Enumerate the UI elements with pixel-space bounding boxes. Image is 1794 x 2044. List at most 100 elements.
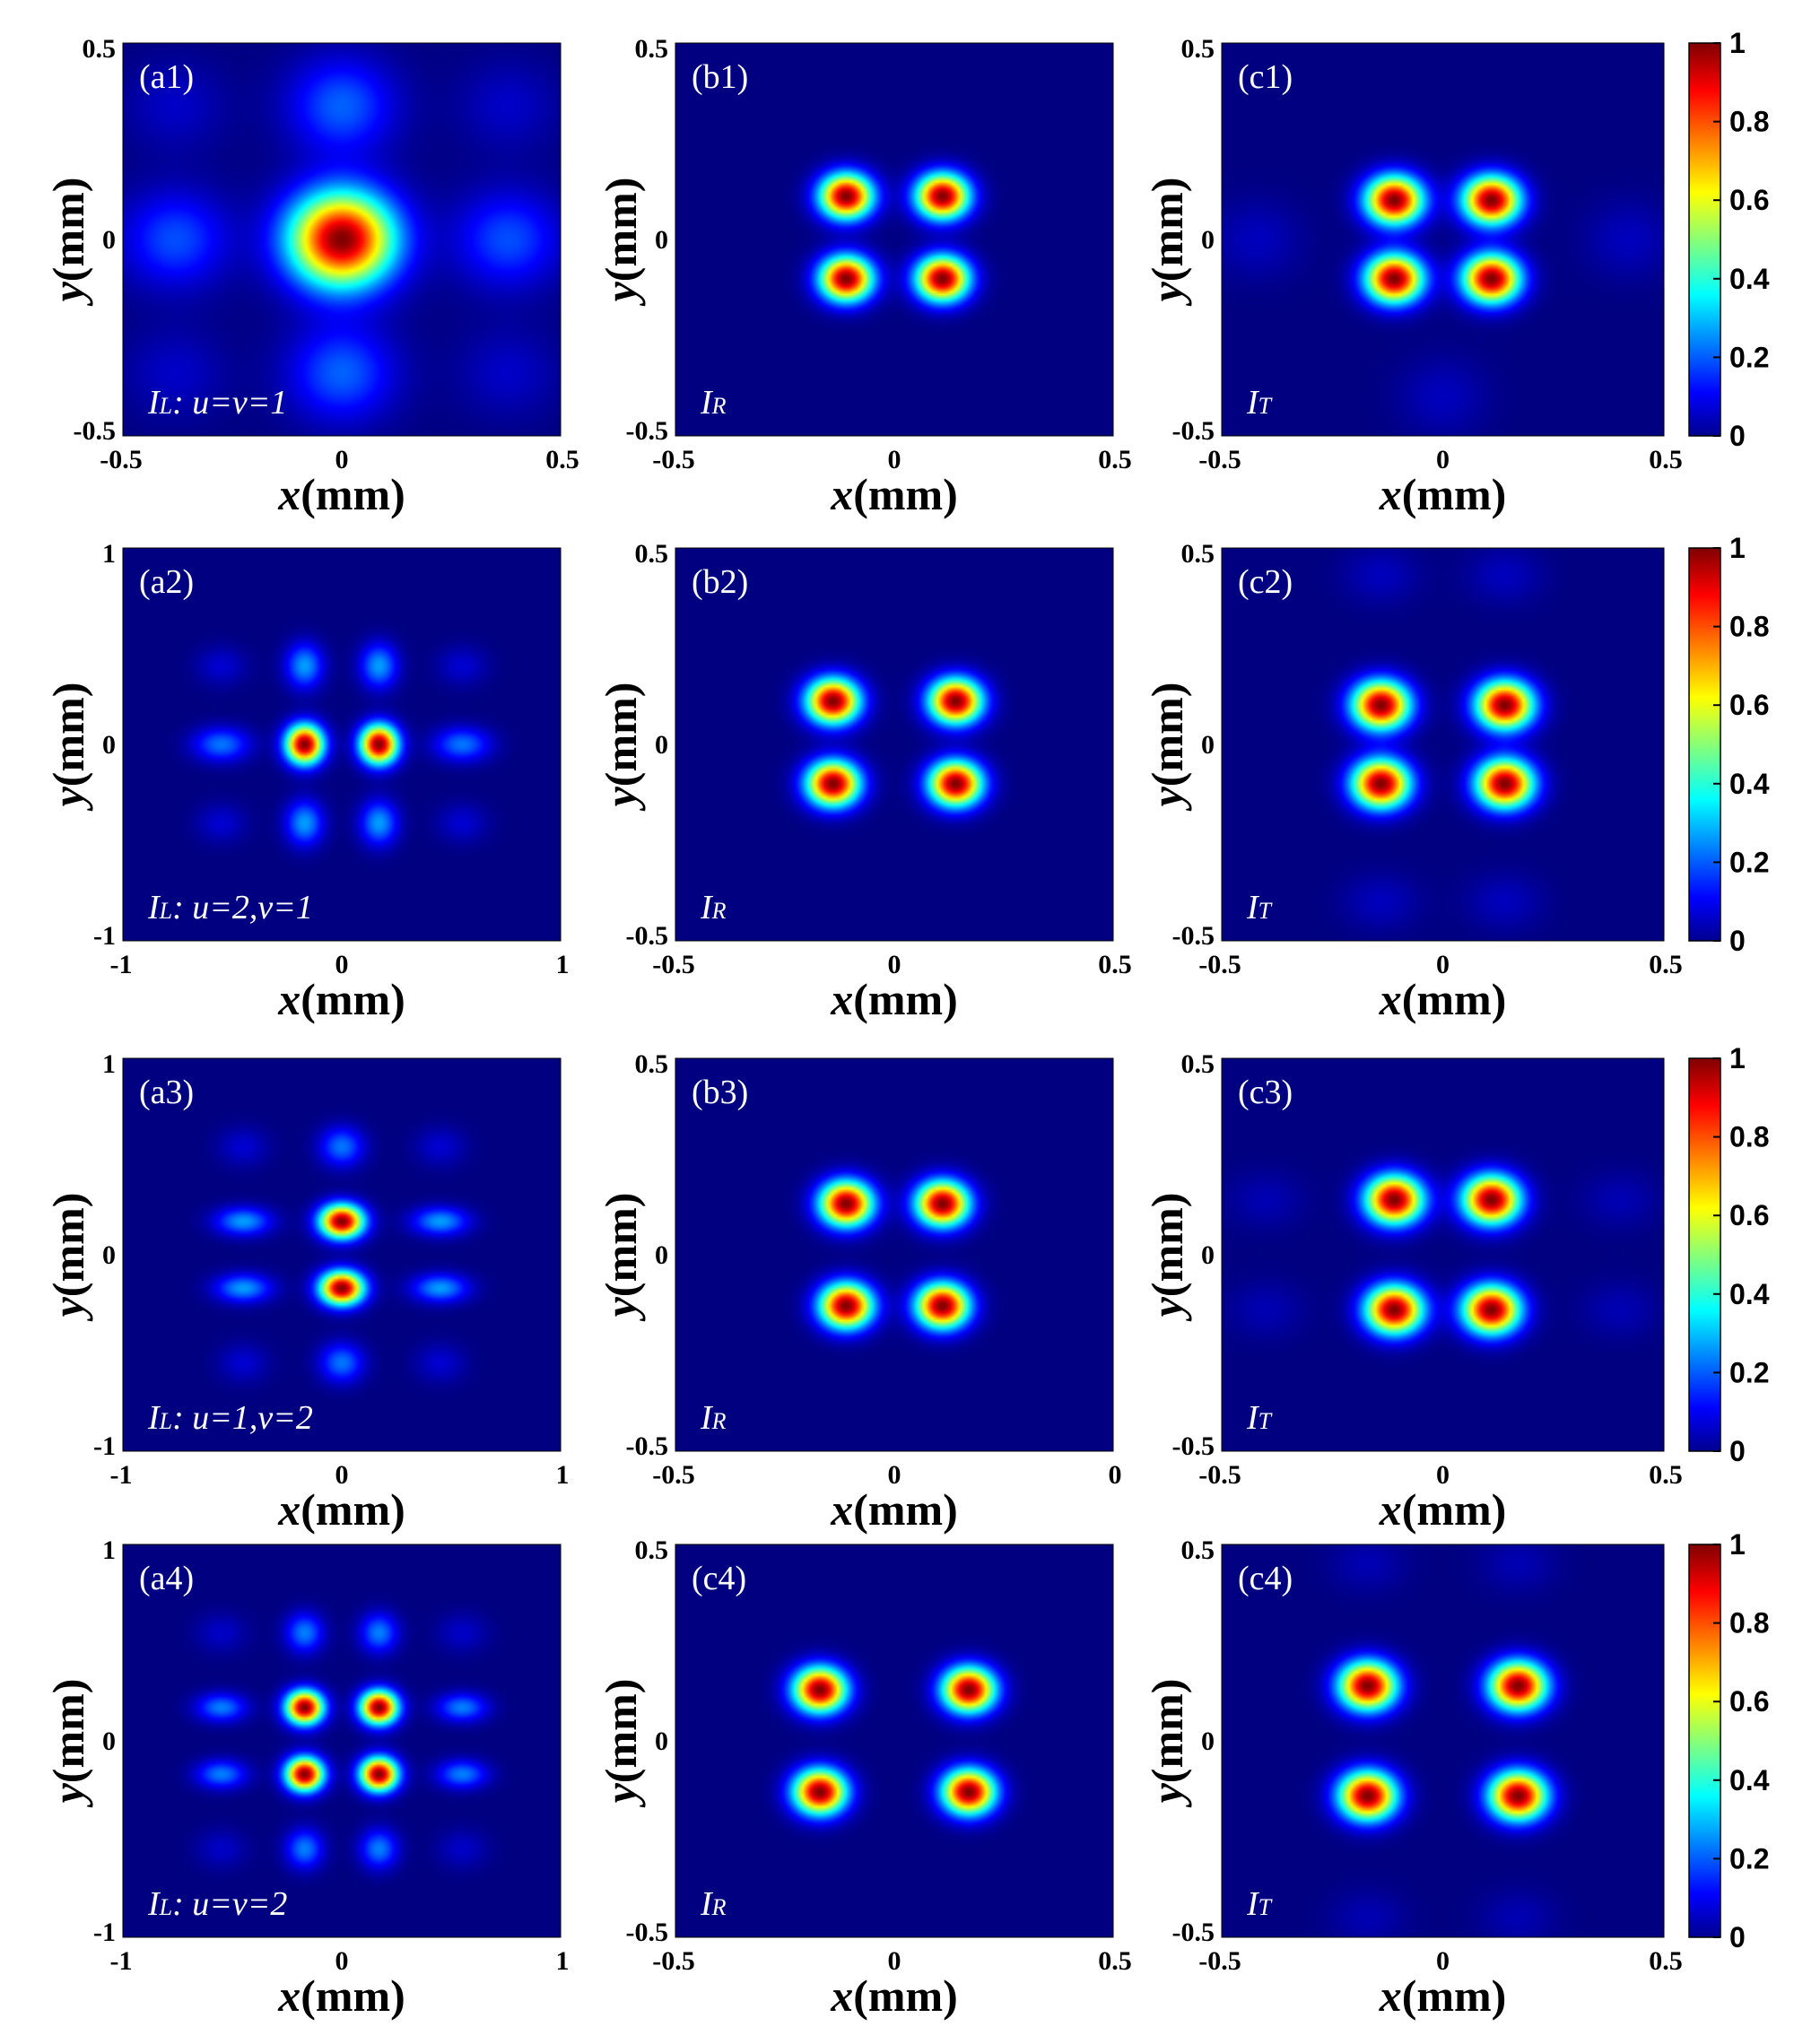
x-axis-unit: (mm) — [1402, 1970, 1507, 2021]
panel-label: (c1) — [1238, 58, 1293, 96]
x-axis-var: x — [830, 974, 853, 1024]
x-tick-label: -0.5 — [1198, 1946, 1241, 1976]
colorbar-tick-label: 1 — [1729, 532, 1746, 564]
heatmap-panel-9: (c3)IT-0.5 0 0.5-0.500.5x(mm)y(mm) — [1142, 1049, 1683, 1535]
x-axis-unit: (mm) — [300, 974, 405, 1024]
y-axis-label-group: y(mm) — [1142, 683, 1192, 812]
colorbar-tick-label: 0.4 — [1729, 1278, 1770, 1310]
y-axis-unit: (mm) — [43, 1193, 93, 1298]
annotation-symbol: I — [147, 1399, 161, 1437]
y-axis-label-group: y(mm) — [1142, 1679, 1192, 1808]
x-axis-unit: (mm) — [300, 1970, 405, 2021]
colorbar-tick-label: 1 — [1729, 1528, 1746, 1561]
annotation-subscript: T — [1258, 1894, 1273, 1920]
x-tick-label: -1 — [110, 1946, 133, 1976]
x-tick-label: -1 — [110, 950, 133, 979]
y-tick-label: 0.5 — [83, 34, 117, 64]
annotation-subscript: L — [159, 1894, 172, 1920]
heatmap-panel-1: (a1)IL: u=v=1-0.5 0 0.5-0.500.5x(mm)y(mm) — [43, 34, 579, 519]
x-tick-label: 0 — [335, 950, 349, 979]
plot-frame — [122, 1544, 562, 1938]
y-tick-label: 0 — [102, 1240, 116, 1270]
y-axis-label: y(mm) — [1142, 1193, 1192, 1322]
x-axis-var: x — [1379, 469, 1402, 519]
intensity-annotation: IL: u=v=1 — [147, 384, 287, 422]
y-axis-label-group: y(mm) — [43, 1679, 93, 1808]
intensity-annotation: IL: u=1,v=2 — [147, 1399, 313, 1437]
x-axis-var: x — [1379, 974, 1402, 1024]
heatmap-image — [675, 1544, 1113, 1937]
x-tick-label: -0.5 — [652, 445, 695, 474]
annotation-subscript: L — [159, 898, 172, 924]
annotation-subscript: T — [1258, 898, 1273, 924]
y-axis-var: y — [43, 1296, 93, 1321]
annotation-params: : u=2,v=1 — [172, 889, 313, 926]
annotation-params: : u=v=1 — [172, 384, 287, 422]
y-axis-label: y(mm) — [43, 1679, 93, 1808]
x-axis-var: x — [1379, 1970, 1402, 2021]
y-tick-label: 0 — [655, 1240, 668, 1270]
y-axis-label: y(mm) — [1142, 1679, 1192, 1808]
x-tick-label: 0 — [335, 1946, 349, 1976]
annotation-subscript: T — [1258, 1408, 1273, 1434]
y-axis-label-group: y(mm) — [596, 683, 646, 812]
colorbar-tick-label: 0.8 — [1729, 1121, 1769, 1153]
annotation-symbol: I — [700, 1399, 714, 1437]
y-axis-var: y — [1142, 281, 1192, 306]
y-tick-label: 0 — [1201, 1240, 1215, 1270]
heatmap-panel-11: (c4)IR-0.5 0 0.5-0.500.5x(mm)y(mm) — [596, 1535, 1132, 2021]
heatmap-image — [675, 43, 1113, 436]
y-axis-label-group: y(mm) — [596, 1679, 646, 1808]
colorbars: 1 0.8 0.6 0.4 0.2 0 1 0.8 0.6 0.4 0.2 0 1 0.8 0.6 0.4 0.… — [1688, 27, 1770, 1953]
heatmap-image — [123, 548, 561, 941]
colorbar-tick-label: 1 — [1729, 27, 1746, 59]
y-tick-label: 0 — [102, 1727, 116, 1756]
panels: (a1)IL: u=v=1-0.5 0 0.5-0.500.5x(mm)y(mm)(… — [43, 34, 1683, 2021]
y-axis-var: y — [43, 1782, 93, 1807]
y-tick-label: 0.5 — [1181, 34, 1215, 64]
annotation-symbol: I — [1246, 1885, 1260, 1923]
heatmap-panel-12: (c4)IT-0.5 0 0.5-0.500.5x(mm)y(mm) — [1142, 1535, 1683, 2021]
colorbar-tick-label: 0 — [1729, 1921, 1746, 1953]
colorbar-2: 1 0.8 0.6 0.4 0.2 0 — [1688, 532, 1770, 957]
y-tick-label: 1 — [102, 539, 116, 569]
x-axis-unit: (mm) — [853, 974, 958, 1024]
x-tick-label: -0.5 — [652, 950, 695, 979]
heatmap-image — [1222, 1544, 1664, 1937]
colorbar-tick-label: 0.6 — [1729, 1199, 1769, 1231]
intensity-annotation: IR — [700, 384, 727, 422]
heatmap-image — [123, 43, 561, 436]
x-tick-label: -0.5 — [1198, 1460, 1241, 1490]
x-axis-label: x(mm) — [277, 469, 405, 519]
colorbar-tick-label: 0.2 — [1729, 1356, 1769, 1388]
y-axis-unit: (mm) — [43, 178, 93, 283]
x-tick-label: 0 — [1436, 445, 1450, 474]
y-axis-var: y — [1142, 1782, 1192, 1807]
y-axis-label-group: y(mm) — [1142, 178, 1192, 307]
panel-label: (c4) — [1238, 1560, 1293, 1597]
x-axis-var: x — [277, 1970, 300, 2021]
x-axis-label: x(mm) — [830, 974, 958, 1024]
x-tick-label: 0 — [1436, 1460, 1450, 1490]
plot-frame — [675, 42, 1114, 437]
x-axis-unit: (mm) — [1402, 974, 1507, 1024]
y-axis-unit: (mm) — [596, 1193, 646, 1298]
y-axis-unit: (mm) — [43, 1679, 93, 1784]
colorbar-tick-label: 0.2 — [1729, 846, 1769, 878]
y-axis-unit: (mm) — [1142, 1679, 1192, 1784]
x-axis-unit: (mm) — [853, 1484, 958, 1535]
y-tick-label: -0.5 — [74, 416, 117, 446]
plot-frame — [1221, 1057, 1665, 1452]
colorbar-tick-label: 0.2 — [1729, 341, 1769, 373]
colorbar-tick-label: 0 — [1729, 1435, 1746, 1467]
y-tick-label: -0.5 — [1172, 1918, 1215, 1947]
x-axis-var: x — [830, 469, 853, 519]
x-tick-label: 0 — [888, 1946, 901, 1976]
y-tick-label: 1 — [102, 1535, 116, 1565]
y-tick-label: -1 — [93, 1918, 116, 1947]
y-axis-unit: (mm) — [596, 683, 646, 787]
panel-label: (c3) — [1238, 1074, 1293, 1111]
x-axis-var: x — [277, 974, 300, 1024]
